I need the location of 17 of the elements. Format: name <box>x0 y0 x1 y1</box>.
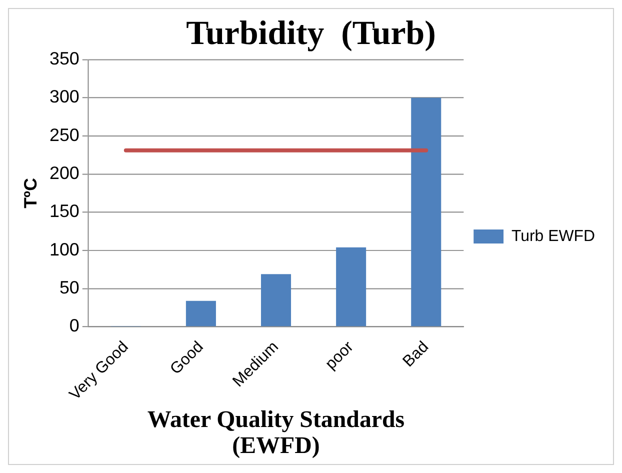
bar <box>411 98 442 326</box>
y-tick-label: 50 <box>59 278 80 298</box>
bar <box>336 247 366 326</box>
y-tick-label: 300 <box>49 86 80 107</box>
y-tick-label: 100 <box>49 239 80 260</box>
y-tick-label: 0 <box>69 316 80 336</box>
y-axis-title: TºC <box>20 178 41 208</box>
bar <box>186 300 216 326</box>
y-tick-label: 200 <box>49 163 80 184</box>
bar <box>260 274 292 326</box>
chart-title: Turbidity (Turb) <box>186 15 436 52</box>
y-tick-label: 250 <box>49 124 80 145</box>
legend-label: Turb EWFD <box>511 228 595 245</box>
x-axis-title: Water Quality Standards (EWFD) <box>147 406 405 460</box>
x-tick-label: Bad <box>400 338 432 370</box>
y-tick-label: 150 <box>49 201 80 222</box>
y-tick-label: 350 <box>49 48 80 69</box>
